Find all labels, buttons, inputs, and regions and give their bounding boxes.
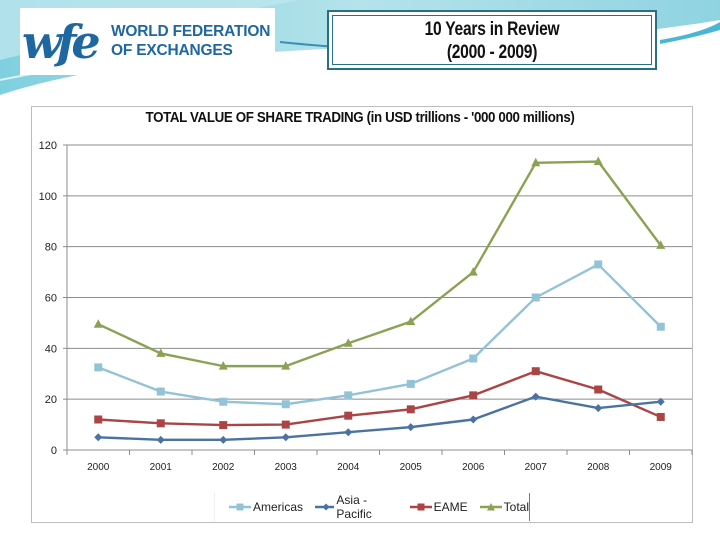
x-tick-label: 2005 [400,462,423,473]
data-point-asia-pacific [219,435,228,444]
data-point-total [343,338,353,347]
y-tick-label: 80 [45,242,57,254]
legend-swatch-americas [229,503,251,511]
data-point-total [531,157,541,167]
legend-label: Americas [253,500,304,514]
y-tick-label: 100 [39,191,57,203]
series-line-eame [98,370,662,427]
data-point-americas [219,397,228,406]
wfe-logo-text: WORLD FEDERATION OF EXCHANGES [111,22,270,60]
data-point-eame [94,415,103,424]
x-tick-label: 2001 [150,462,173,473]
data-point-total [468,267,478,276]
series-line-americas [97,263,662,406]
data-point-americas [594,260,603,269]
data-point-eame [219,421,228,430]
data-point-eame [344,411,353,420]
data-point-eame [281,420,290,429]
data-point-americas [94,363,103,372]
data-point-total [406,316,416,326]
review-title-line-2: (2000 - 2009) [446,42,538,63]
data-point-eame [156,419,165,428]
x-tick-label: 2006 [462,462,485,473]
x-tick-label: 2009 [650,462,673,473]
wfe-logo-mark: wfe [22,15,101,69]
x-tick-label: 2003 [275,462,298,473]
series-line-total [97,160,662,368]
x-tick-label: 2002 [212,462,235,473]
x-tick-label: 2000 [87,462,110,473]
chart-frame [31,106,693,523]
y-tick-label: 120 [39,140,57,152]
legend-label: EAME [433,500,468,514]
y-tick-label: 20 [45,394,57,406]
data-point-asia-pacific [94,433,103,442]
data-point-asia-pacific [531,392,540,401]
data-point-americas [156,387,165,396]
data-point-americas [406,379,415,388]
legend-swatch-eame [409,503,432,511]
data-point-asia-pacific [594,404,603,413]
legend-swatch-total [479,503,502,511]
review-title-line-1: 10 Years in Review [424,19,560,40]
legend-item-total: Total [479,500,529,514]
data-point-americas [656,322,665,331]
wfe-logo: wfe WORLD FEDERATION OF EXCHANGES [20,8,275,75]
legend-label: Asia - Pacific [336,493,372,521]
data-point-asia-pacific [469,415,478,424]
data-point-eame [531,367,540,376]
logo-line-1: WORLD FEDERATION [111,23,271,40]
review-title-box: 10 Years in Review (2000 - 2009) [327,10,657,70]
legend-label: Total [503,500,529,514]
data-point-eame [594,385,603,394]
data-point-eame [656,412,665,421]
review-title-inner-border [332,15,652,65]
legend-item-americas: Americas [229,500,303,514]
data-point-americas [281,400,290,409]
chart-title: TOTAL VALUE OF SHARE TRADING (in USD tri… [145,110,575,126]
data-point-eame [469,391,478,400]
data-point-asia-pacific [156,435,165,444]
data-point-total [218,361,228,370]
data-point-americas [344,391,353,400]
y-tick-label: 60 [45,293,57,305]
data-point-total [93,319,103,328]
y-tick-label: 0 [51,445,57,457]
legend-item-eame: EAME [409,500,468,514]
data-point-eame [406,405,415,414]
series-line-asia-pacific [98,395,661,442]
legend-swatch-asia-pacific [315,503,335,511]
x-tick-label: 2008 [587,462,610,473]
data-point-americas [531,293,540,302]
data-point-asia-pacific [281,433,290,442]
data-point-asia-pacific [344,428,353,437]
x-tick-label: 2004 [337,462,360,473]
data-point-americas [469,354,478,363]
data-point-total [593,156,603,166]
chart-legend: Americas Asia - Pacific EAME Total [214,493,530,521]
data-point-asia-pacific [656,397,665,406]
logo-line-2: OF EXCHANGES [111,42,233,59]
legend-item-asia-pacific: Asia - Pacific [315,493,398,521]
x-tick-label: 2007 [525,462,548,473]
data-point-asia-pacific [406,423,415,432]
data-point-total [656,240,666,249]
y-tick-label: 40 [45,343,57,355]
data-point-total [156,348,166,357]
data-point-total [281,361,291,370]
